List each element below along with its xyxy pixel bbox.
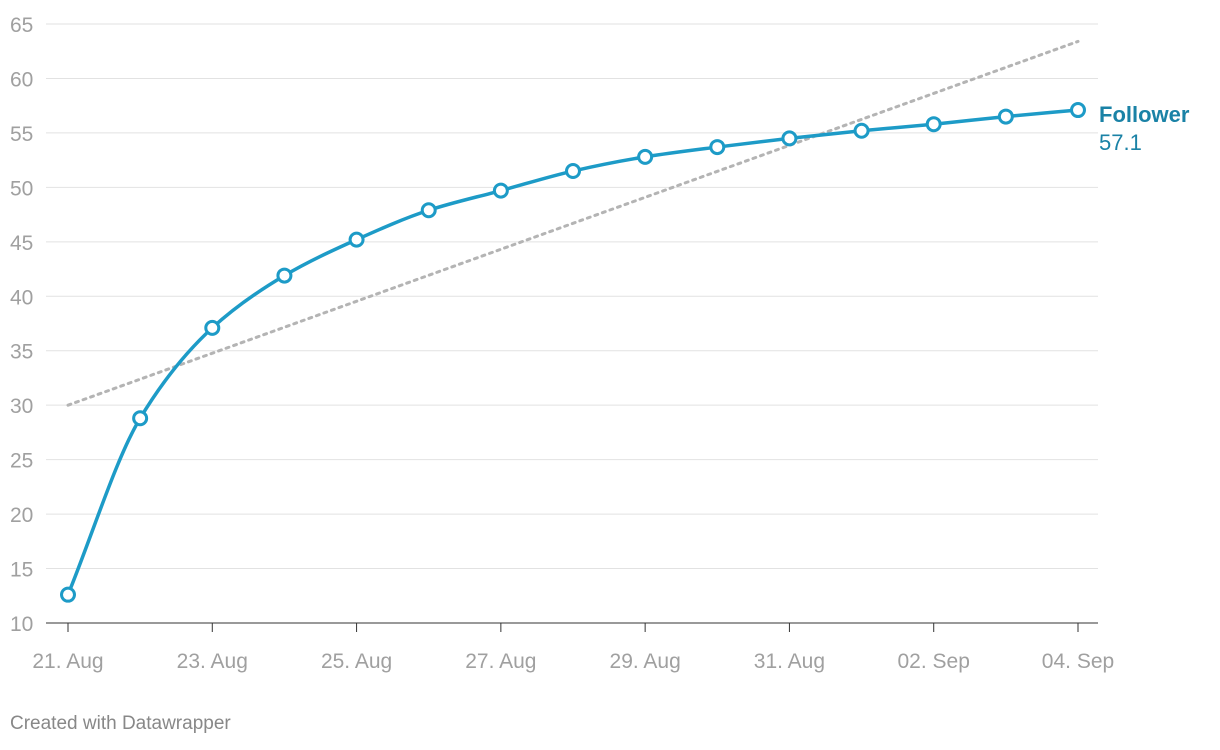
y-axis: 65 60 55 50 45 40 35 30 25 20 15 10 [10, 14, 33, 636]
y-tick-label: 40 [10, 286, 33, 309]
x-axis: 21. Aug 23. Aug 25. Aug 27. Aug 29. Aug 31. A… [32, 623, 1114, 673]
data-point [853, 122, 870, 139]
data-point [348, 231, 365, 248]
y-tick-label: 30 [10, 395, 33, 418]
y-tick-label: 15 [10, 559, 33, 582]
data-point [997, 108, 1014, 125]
grid-lines [46, 23, 1098, 624]
series-labels: Follower 57.1 [1099, 102, 1190, 155]
y-tick-label: 50 [10, 177, 33, 200]
y-tick-label: 35 [10, 341, 33, 364]
y-tick-label: 20 [10, 504, 33, 527]
x-tick-label: 23. Aug [177, 650, 248, 673]
data-point [709, 139, 726, 156]
trendline-group [66, 39, 1080, 407]
data-point [781, 130, 798, 147]
data-point [637, 148, 654, 165]
data-point [565, 163, 581, 180]
x-tick-label: 29. Aug [610, 650, 681, 673]
data-point [925, 116, 942, 133]
x-tick-label: 21. Aug [32, 650, 103, 673]
x-tick-label: 27. Aug [465, 650, 536, 673]
data-point [132, 410, 149, 427]
data-point [420, 202, 437, 219]
y-tick-label: 60 [10, 68, 33, 91]
data-point [276, 267, 293, 284]
y-tick-label: 55 [10, 123, 33, 146]
data-point [1070, 102, 1086, 119]
credit-text: Created with Datawrapper [10, 713, 231, 734]
series-line-follower [66, 108, 1080, 597]
data-point [204, 319, 221, 336]
y-tick-label: 65 [10, 14, 33, 37]
x-tick-label: 02. Sep [898, 650, 970, 673]
series-name-label: Follower [1099, 102, 1190, 127]
y-tick-label: 10 [10, 613, 33, 636]
trendline [66, 39, 1080, 407]
data-point [60, 586, 76, 603]
x-tick-label: 25. Aug [321, 650, 392, 673]
series-group [60, 102, 1086, 603]
y-tick-label: 25 [10, 450, 33, 473]
series-end-value-label: 57.1 [1099, 130, 1142, 155]
y-tick-label: 45 [10, 232, 33, 255]
x-tick-label: 31. Aug [754, 650, 825, 673]
data-point [492, 182, 509, 199]
x-tick-label: 04. Sep [1042, 650, 1114, 673]
